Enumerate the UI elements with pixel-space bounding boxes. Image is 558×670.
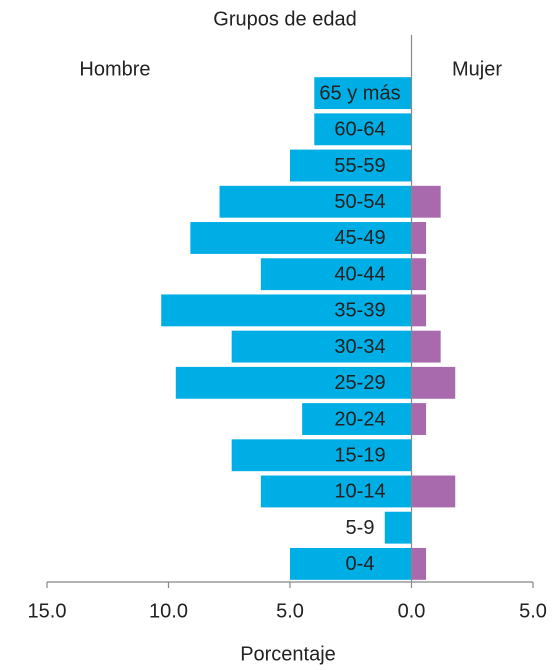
- bar: [411, 258, 427, 291]
- x-axis-label: Porcentaje: [240, 643, 336, 665]
- bar: [260, 258, 412, 291]
- legend-left: Hombre: [79, 58, 150, 80]
- bar: [411, 475, 456, 508]
- category-label: 65 y más: [319, 82, 400, 104]
- category-label: 10-14: [334, 481, 385, 503]
- x-tick-label: 15.0: [28, 600, 67, 622]
- bar: [260, 475, 412, 508]
- category-label: 20-24: [334, 408, 385, 430]
- bar: [411, 366, 456, 399]
- bar: [290, 149, 412, 182]
- bar: [219, 185, 412, 218]
- bar: [411, 294, 427, 327]
- bar: [314, 77, 412, 110]
- category-label: 35-39: [334, 300, 385, 322]
- bar: [290, 547, 412, 580]
- x-tick-label: 5.0: [519, 600, 547, 622]
- bar: [411, 185, 441, 218]
- bar: [411, 330, 441, 363]
- x-tick-label: 10.0: [149, 600, 188, 622]
- category-label: 15-19: [334, 445, 385, 467]
- category-label: 5-9: [346, 517, 375, 539]
- category-label: 60-64: [334, 119, 385, 141]
- bar: [190, 222, 412, 254]
- bar: [411, 222, 427, 254]
- x-tick-label: 0.0: [398, 600, 426, 622]
- bar: [302, 403, 412, 435]
- category-label: 45-49: [334, 227, 385, 249]
- bar: [314, 113, 412, 146]
- chart-title: Grupos de edad: [213, 8, 356, 30]
- x-tick-label: 5.0: [276, 600, 304, 622]
- bar: [231, 330, 412, 363]
- bar: [411, 403, 427, 435]
- bar: [161, 294, 412, 327]
- legend-right: Mujer: [452, 58, 502, 80]
- category-label: 30-34: [334, 336, 385, 358]
- category-label: 50-54: [334, 191, 385, 213]
- bar: [231, 439, 412, 472]
- bar: [384, 511, 412, 544]
- category-label: 25-29: [334, 372, 385, 394]
- bar: [175, 366, 412, 399]
- bar: [411, 547, 427, 580]
- category-label: 40-44: [334, 263, 385, 285]
- category-label: 0-4: [346, 553, 375, 575]
- category-label: 55-59: [334, 155, 385, 177]
